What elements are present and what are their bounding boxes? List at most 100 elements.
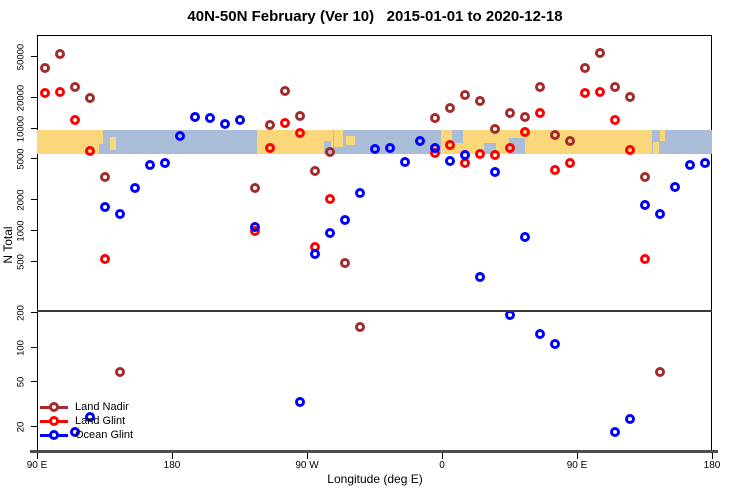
data-point-land-nadir [39,63,50,74]
data-point-ocean-glint [219,118,230,129]
y-axis-tick [31,97,37,98]
data-point-land-nadir [519,112,530,122]
data-point-land-nadir [624,92,635,103]
y-axis-tick [31,199,37,200]
data-point-land-glint [474,149,485,160]
data-point-land-glint [564,157,575,168]
data-point-land-glint [99,254,110,265]
data-point-ocean-glint [429,142,440,153]
y-axis-tick [31,158,37,159]
data-point-ocean-glint [624,414,635,425]
data-point-land-glint [519,127,530,138]
map-band-land-patch [98,129,103,145]
data-point-ocean-glint [309,248,320,259]
legend-marker-land-glint-icon [49,416,59,426]
data-point-land-glint [444,139,455,150]
data-point-land-glint [489,150,500,161]
map-band-land-patch [109,136,116,151]
data-point-ocean-glint [189,112,200,123]
data-point-land-nadir [564,136,575,147]
x-axis-tick [712,453,713,459]
y-axis-tick [31,381,37,382]
data-point-land-glint [624,145,635,156]
data-point-ocean-glint [204,113,215,124]
data-point-ocean-glint [414,136,425,147]
data-point-ocean-glint [84,412,95,423]
data-point-ocean-glint [249,222,260,233]
data-point-land-nadir [114,366,125,377]
data-point-ocean-glint [399,157,410,168]
y-axis-tick-label: 20 [15,421,27,432]
y-axis-tick [31,261,37,262]
y-axis-tick-label: 200 [15,304,27,321]
x-axis-tick [577,453,578,459]
data-point-ocean-glint [294,396,305,407]
map-band-land-patch [346,135,355,146]
data-point-land-nadir [339,257,350,268]
legend-item-ocean-glint: Ocean Glint [40,428,160,442]
legend-marker-ocean-glint-icon [49,430,59,440]
data-point-land-glint [39,87,50,98]
data-point-ocean-glint [384,143,395,154]
data-point-ocean-glint [519,232,530,243]
y-axis-tick-label: 5000 [15,147,27,170]
data-point-ocean-glint [129,182,140,193]
legend: Land Nadir Land Glint Ocean Glint [40,400,160,442]
y-axis-label: N Total [1,226,15,264]
x-axis-tick [172,453,173,459]
data-point-land-nadir [459,89,470,100]
x-axis-tick-label: 90 E [566,460,588,471]
map-band-land-patch [652,141,659,154]
y-axis-tick [31,128,37,129]
data-point-land-nadir [639,171,650,182]
data-point-land-glint [639,254,650,265]
data-point-ocean-glint [609,426,620,437]
x-axis-tick [307,453,308,459]
y-axis-tick-label: 50 [15,376,27,387]
data-point-ocean-glint [114,208,125,219]
data-point-land-glint [54,86,65,97]
data-point-ocean-glint [699,157,710,168]
y-axis-tick-label: 20000 [15,84,27,111]
y-axis-tick-label: 50000 [15,43,27,70]
data-point-land-nadir [279,85,290,96]
data-point-land-nadir [444,102,455,113]
data-point-land-nadir [294,110,305,121]
data-point-land-glint [579,87,590,98]
legend-item-land-nadir: Land Nadir [40,400,160,414]
y-axis-tick [31,426,37,427]
y-axis-tick [31,230,37,231]
data-point-ocean-glint [474,271,485,282]
data-point-land-nadir [504,107,515,118]
data-point-ocean-glint [654,208,665,219]
map-band-land-patch [334,129,343,147]
plot-frame [37,35,712,453]
data-point-ocean-glint [639,200,650,211]
y-axis-tick-label: 10000 [15,115,27,142]
data-point-land-nadir [534,81,545,92]
bottom-axis-line [30,450,718,453]
data-point-land-nadir [84,92,95,103]
data-point-ocean-glint [669,181,680,192]
x-axis-tick-label: 90 E [26,460,48,471]
legend-label-land-glint: Land Glint [75,415,126,427]
y-axis-tick [31,347,37,348]
legend-label-ocean-glint: Ocean Glint [75,429,134,441]
data-point-land-glint [504,143,515,154]
axis-break-line [37,310,712,312]
legend-label-land-nadir: Land Nadir [75,401,129,413]
data-point-land-glint [279,118,290,129]
x-axis-label: Longitude (deg E) [327,472,423,486]
chart-title: 40N-50N February (Ver 10) 2015-01-01 to … [187,8,563,25]
legend-item-land-glint: Land Glint [40,414,160,428]
y-axis-tick [31,56,37,57]
data-point-land-glint [84,146,95,157]
map-band-land-patch [660,129,665,141]
x-axis-tick-label: 90 W [295,460,319,471]
data-point-land-glint [264,142,275,153]
legend-marker-land-nadir-icon [49,402,59,412]
data-point-land-glint [549,164,560,175]
data-point-ocean-glint [444,156,455,167]
data-point-land-nadir [549,129,560,140]
